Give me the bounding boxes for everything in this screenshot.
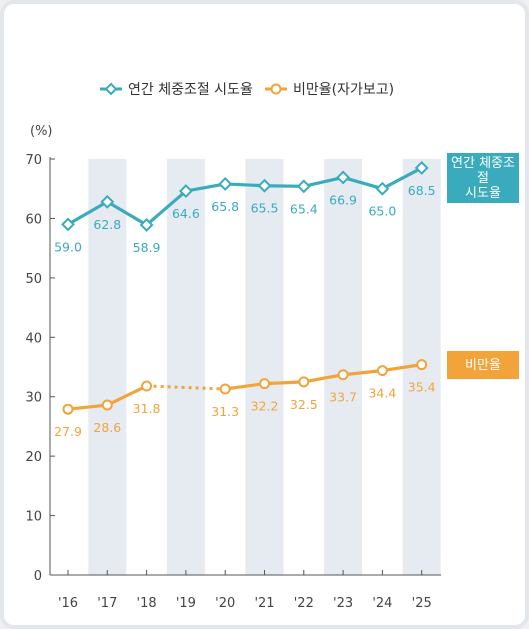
data-label: 27.9 [54, 424, 82, 439]
circle-marker [101, 399, 113, 411]
tag-line: 시도율 [465, 185, 501, 201]
data-label: 31.8 [133, 401, 161, 416]
series-dotted-line [146, 384, 226, 391]
x-tick-label: '21 [254, 596, 274, 611]
diamond-marker [61, 217, 75, 232]
band-21 [245, 159, 284, 575]
band-17 [88, 159, 127, 575]
band-23 [324, 159, 363, 575]
data-label: 64.6 [172, 206, 200, 221]
diamond-marker [218, 177, 233, 191]
legend-label: 비만율(자가보고) [293, 82, 394, 98]
circle-marker [416, 359, 428, 371]
data-label: 65.0 [368, 204, 396, 219]
circle-marker [298, 376, 310, 388]
line-chart: (%) 0 10 20 30 40 50 60 70 '16 '17 '18 '19 '20 '21 '22 '… [25, 82, 441, 611]
data-label: 32.2 [251, 399, 279, 414]
obesity-tag: 비만율 [447, 351, 519, 379]
data-label: 34.4 [368, 386, 396, 401]
legend-circle-icon [270, 83, 282, 95]
circle-marker [337, 369, 349, 381]
data-label: 59.0 [54, 239, 82, 254]
data-label: 65.4 [290, 201, 318, 216]
y-tick-label: 40 [25, 331, 42, 346]
data-label: 31.3 [211, 404, 239, 419]
legend-label: 연간 체중조절 시도율 [128, 82, 253, 98]
band-19 [166, 159, 205, 575]
y-tick-label: 60 [25, 212, 42, 227]
x-tick-label: '18 [137, 596, 157, 611]
y-tick-label: 50 [25, 272, 42, 287]
diamond-marker [336, 170, 351, 185]
data-label: 65.5 [251, 201, 279, 216]
diamond-marker [375, 181, 390, 196]
x-tick-label: '19 [176, 596, 196, 611]
series-line [67, 166, 423, 227]
diamond-marker [178, 184, 193, 199]
diamond-marker [257, 178, 272, 193]
data-label: 32.5 [290, 397, 318, 412]
diamond-marker [100, 194, 115, 209]
y-tick-label: 70 [25, 153, 42, 168]
y-tick-label: 20 [25, 450, 42, 465]
tag-line: 비만율 [465, 357, 501, 373]
series-line [224, 363, 422, 391]
y-axis-unit: (%) [30, 124, 53, 139]
x-tick-label: '24 [372, 596, 392, 611]
data-label: 65.8 [211, 199, 239, 214]
diamond-marker [414, 160, 429, 175]
x-tick-label: '22 [294, 596, 314, 611]
circle-marker [259, 378, 270, 390]
data-label: 68.5 [408, 183, 436, 198]
legend-diamond-icon [104, 82, 118, 96]
data-label: 66.9 [329, 192, 357, 207]
circle-marker [219, 383, 231, 395]
circle-marker [376, 365, 388, 377]
data-label: 62.8 [93, 217, 121, 232]
x-tick-label: '20 [215, 596, 235, 611]
data-label: 33.7 [329, 390, 357, 405]
data-label: 58.9 [133, 240, 161, 255]
circle-marker [141, 380, 153, 392]
circle-marker [62, 403, 74, 415]
diamond-marker [139, 218, 154, 232]
y-tick-label: 0 [34, 569, 42, 584]
tag-line: 연간 체중조절 [451, 155, 515, 186]
diamond-marker [296, 179, 311, 194]
x-tick-label: '16 [58, 596, 78, 611]
x-tick-label: '25 [412, 596, 432, 611]
data-label: 28.6 [93, 420, 121, 435]
y-tick-label: 10 [25, 510, 42, 525]
y-tick-label: 30 [25, 391, 42, 406]
weight-control-tag: 연간 체중조절 시도율 [447, 153, 519, 203]
x-tick-label: '17 [97, 596, 117, 611]
data-label: 35.4 [408, 380, 436, 395]
x-tick-label: '23 [333, 596, 353, 611]
